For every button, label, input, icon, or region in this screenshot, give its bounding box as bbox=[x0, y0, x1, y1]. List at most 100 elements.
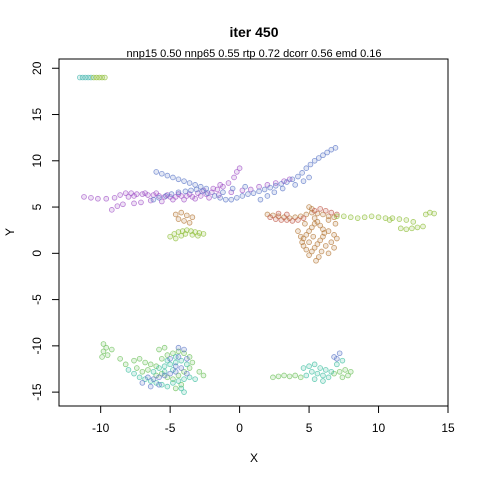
data-point bbox=[317, 222, 323, 229]
data-point bbox=[311, 244, 318, 251]
data-point bbox=[192, 195, 198, 202]
data-point bbox=[386, 217, 393, 223]
data-point bbox=[334, 356, 340, 362]
data-point bbox=[239, 193, 246, 199]
data-point bbox=[334, 361, 340, 368]
data-point bbox=[153, 169, 160, 175]
data-point bbox=[164, 383, 171, 390]
data-point bbox=[311, 376, 318, 382]
data-point bbox=[306, 204, 312, 210]
data-point bbox=[278, 181, 285, 187]
data-point bbox=[120, 201, 126, 208]
data-point bbox=[181, 218, 187, 224]
data-point bbox=[170, 350, 176, 357]
x-axis-label: X bbox=[250, 451, 258, 465]
data-point bbox=[181, 389, 187, 395]
data-point bbox=[275, 373, 282, 380]
data-point bbox=[181, 346, 187, 353]
data-point bbox=[375, 214, 382, 221]
data-point bbox=[297, 374, 304, 381]
data-point bbox=[206, 195, 212, 201]
data-point bbox=[167, 370, 173, 377]
data-point bbox=[192, 182, 198, 188]
data-point bbox=[328, 239, 335, 246]
y-axis-label: Y bbox=[3, 228, 17, 236]
x-tick-label: -5 bbox=[165, 421, 176, 435]
data-point bbox=[272, 182, 279, 189]
data-point bbox=[336, 350, 343, 357]
data-point bbox=[334, 213, 340, 220]
data-point bbox=[200, 372, 207, 379]
data-point bbox=[117, 192, 123, 198]
data-point bbox=[175, 191, 182, 197]
data-point bbox=[142, 359, 148, 366]
data-point bbox=[186, 180, 193, 186]
y-tick-label: 0 bbox=[30, 250, 44, 257]
data-point bbox=[167, 356, 173, 362]
data-point bbox=[286, 373, 293, 380]
data-point bbox=[306, 239, 312, 246]
data-point bbox=[145, 192, 151, 198]
data-point bbox=[297, 233, 304, 240]
data-point bbox=[145, 374, 151, 381]
data-point bbox=[104, 352, 111, 358]
data-point bbox=[247, 186, 254, 193]
data-point bbox=[184, 361, 190, 368]
data-point bbox=[199, 188, 205, 195]
data-point bbox=[245, 191, 251, 197]
data-point bbox=[103, 195, 110, 202]
data-point bbox=[281, 372, 287, 379]
data-point bbox=[320, 152, 326, 159]
data-point bbox=[317, 365, 323, 371]
data-point bbox=[217, 182, 223, 188]
data-point bbox=[220, 183, 226, 190]
data-point bbox=[250, 190, 257, 196]
data-point bbox=[88, 195, 94, 201]
data-point bbox=[188, 187, 194, 194]
data-point bbox=[150, 368, 157, 375]
data-point bbox=[122, 190, 129, 196]
data-point bbox=[178, 385, 185, 392]
data-point bbox=[159, 356, 165, 362]
data-point bbox=[172, 385, 179, 392]
data-point bbox=[150, 196, 157, 203]
data-point bbox=[175, 344, 182, 351]
data-point bbox=[184, 356, 190, 362]
x-tick-label: 15 bbox=[441, 421, 455, 435]
data-point bbox=[361, 214, 368, 221]
data-point bbox=[220, 189, 226, 196]
y-tick-label: -10 bbox=[30, 337, 44, 355]
data-point bbox=[153, 380, 160, 386]
data-point bbox=[175, 354, 182, 360]
data-point bbox=[147, 383, 154, 390]
data-point bbox=[300, 235, 307, 242]
data-point bbox=[234, 169, 240, 175]
points-layer bbox=[77, 74, 437, 395]
data-point bbox=[261, 186, 268, 193]
data-point bbox=[242, 183, 248, 190]
data-point bbox=[159, 198, 165, 205]
data-point bbox=[134, 191, 140, 197]
data-point bbox=[303, 211, 310, 218]
y-axis: -15 -10 -5 0 5 10 15 20 bbox=[30, 61, 59, 401]
data-point bbox=[114, 203, 121, 209]
data-point bbox=[311, 207, 318, 214]
data-point bbox=[108, 207, 115, 213]
data-point bbox=[211, 193, 218, 199]
data-point bbox=[303, 232, 310, 238]
data-point bbox=[215, 192, 222, 198]
data-point bbox=[178, 357, 185, 364]
data-point bbox=[324, 149, 330, 156]
data-point bbox=[320, 233, 326, 240]
data-point bbox=[292, 372, 298, 379]
data-point bbox=[193, 186, 200, 193]
data-point bbox=[108, 346, 115, 353]
data-point bbox=[102, 74, 108, 81]
data-point bbox=[303, 165, 310, 171]
data-point bbox=[331, 354, 337, 360]
x-tick-label: 0 bbox=[236, 421, 243, 435]
chart-subtitle: nnp15 0.50 nnp65 0.55 rtp 0.72 dcorr 0.5… bbox=[126, 48, 381, 60]
data-point bbox=[320, 211, 326, 218]
data-point bbox=[420, 223, 426, 230]
